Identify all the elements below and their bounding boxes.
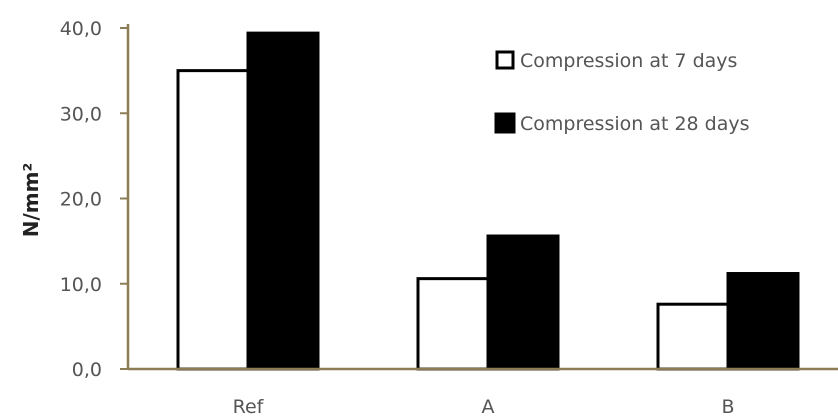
bar-28-days-ref [246,31,320,371]
x-category-label: B [721,396,734,418]
legend-swatch-7-days [495,50,515,70]
y-axis-ticks: 0,0 10,0 20,0 30,0 40,0 [60,18,128,381]
bar-28-days-b [726,272,800,371]
legend-swatch-28-days [494,112,516,134]
y-axis-title: N/mm² [19,163,43,237]
bars [176,31,800,371]
y-tick-label: 30,0 [60,103,102,125]
bar-28-days-a [486,234,560,371]
bar-7-days-a [416,277,490,371]
legend-label-7-days: Compression at 7 days [520,50,737,72]
legend-label-28-days: Compression at 28 days [520,113,750,135]
x-axis-categories: Ref A B [233,396,735,418]
y-tick-label: 20,0 [60,189,102,211]
bar-7-days-ref [176,69,250,371]
y-tick-label: 0,0 [72,359,102,381]
y-tick-label: 10,0 [60,274,102,296]
x-category-label: Ref [233,396,265,418]
y-tick-label: 40,0 [60,18,102,40]
x-category-label: A [482,396,495,418]
bar-7-days-b [656,302,730,371]
axes [126,24,838,371]
legend: Compression at 7 days Compression at 28 … [494,50,750,135]
